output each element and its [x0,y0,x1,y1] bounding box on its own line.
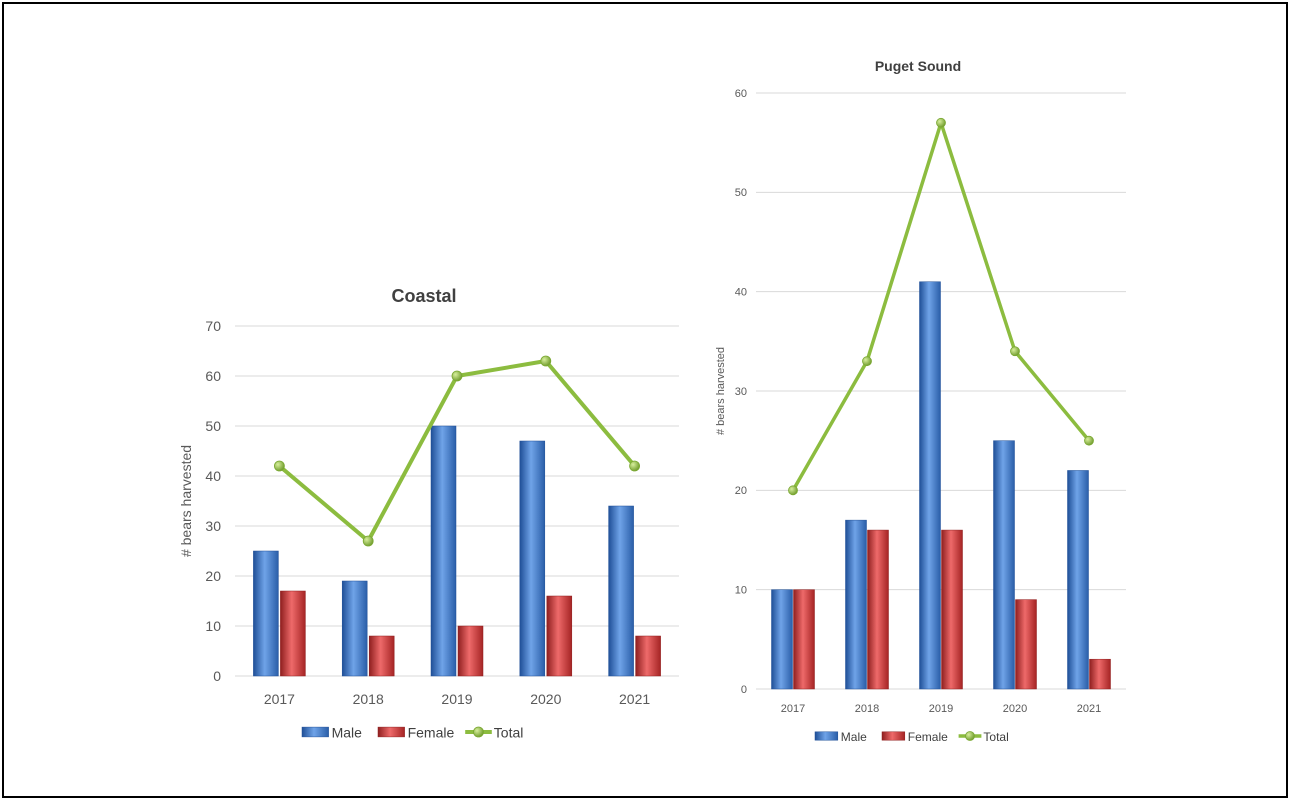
legend: Male Female Total [301,724,524,740]
total-marker [362,535,374,547]
female-bar [793,589,815,690]
total-marker [629,460,640,472]
male-bar [608,505,634,677]
legend-label-total: Total [983,730,1008,744]
male-bar [845,519,867,690]
total-line [273,355,640,547]
total-marker [1010,346,1020,357]
y-tick-label: 50 [205,418,221,434]
male-bar [771,589,793,690]
female-bar [280,590,306,677]
legend-label-total: Total [494,724,524,740]
total-line [788,117,1094,496]
legend-label-female: Female [908,730,948,744]
y-tick-label: 30 [205,518,221,534]
total-series-line [278,359,637,543]
y-tick-label: 10 [735,585,747,597]
legend-swatch-female [881,731,906,741]
total-marker [273,460,285,472]
y-tick-label: 0 [741,684,747,696]
y-tick-label: 10 [205,618,221,634]
male-bar [1067,470,1089,690]
x-tick-label: 2019 [929,703,953,715]
puget-sound-chart: Puget Sound # bears harvested 0 10 20 30 40 5… [715,58,1126,744]
y-tick-labels: 0 10 20 30 40 50 60 70 [205,318,221,684]
x-tick-label: 2020 [1003,703,1027,715]
x-tick-label: 2017 [781,703,805,715]
y-tick-label: 20 [205,568,221,584]
y-tick-labels: 0 10 20 30 40 50 60 [735,88,747,696]
male-bar [993,440,1015,690]
female-bar [1089,658,1111,690]
y-axis-label: # bears harvested [715,347,727,435]
total-marker [451,370,463,382]
x-tick-label: 2019 [441,691,472,707]
legend-label-female: Female [408,724,455,740]
male-bar [430,425,457,677]
chart-title: Coastal [391,286,456,306]
y-tick-label: 30 [735,386,747,398]
female-bar [546,595,573,677]
male-bar [519,440,546,677]
male-bar [253,550,279,677]
total-marker [936,117,946,128]
legend-swatch-male [814,731,839,741]
y-tick-label: 40 [735,287,747,299]
legend-label-male: Male [841,730,867,744]
total-marker [540,355,552,367]
legend-swatch-male [301,726,329,738]
grid-lines [756,92,1126,690]
y-axis-label: # bears harvested [178,445,194,557]
female-bar [457,625,484,677]
legend-swatch-female [377,726,405,738]
bars [771,281,1111,690]
female-bar [1015,599,1037,690]
x-tick-label: 2018 [353,691,384,707]
legend-swatch-total-marker [473,726,484,738]
x-tick-label: 2018 [855,703,879,715]
female-bar [867,529,889,690]
total-marker [1084,435,1094,446]
x-tick-label: 2021 [1077,703,1101,715]
y-tick-label: 60 [205,368,221,384]
female-bar [368,635,395,677]
x-tick-labels: 2017 2018 2019 2020 2021 [264,691,651,707]
x-tick-label: 2020 [530,691,561,707]
y-tick-label: 70 [205,318,221,334]
coastal-chart: Coastal # bears harvested 0 10 20 30 40 50 60 7… [178,286,679,740]
y-tick-label: 60 [735,88,747,100]
y-tick-label: 0 [213,668,221,684]
y-tick-label: 20 [735,485,747,497]
male-bar [919,281,941,690]
total-marker [862,356,872,367]
x-tick-labels: 2017 2018 2019 2020 2021 [781,703,1101,715]
x-tick-label: 2017 [264,691,295,707]
total-series-line [791,121,1091,492]
y-tick-label: 40 [205,468,221,484]
female-bar [635,635,661,677]
male-bar [341,580,368,677]
x-tick-label: 2021 [619,691,650,707]
legend-label-male: Male [332,724,363,740]
total-marker [788,485,798,496]
bars [253,425,661,677]
grid-lines [235,325,679,677]
legend-swatch-total-marker [965,731,975,741]
female-bar [941,529,963,690]
legend: Male Female Total [814,730,1009,744]
chart-title: Puget Sound [875,58,961,74]
y-tick-label: 50 [735,187,747,199]
